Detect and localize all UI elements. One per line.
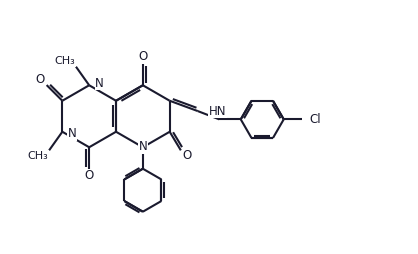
Text: N: N [95,77,104,90]
Text: O: O [138,50,148,63]
Text: CH₃: CH₃ [54,56,75,66]
Text: CH₃: CH₃ [28,151,48,161]
Text: HN: HN [209,105,226,118]
Text: O: O [84,169,94,182]
Text: N: N [138,140,147,153]
Text: O: O [36,73,45,86]
Text: N: N [68,127,76,140]
Text: Cl: Cl [310,113,321,126]
Text: O: O [182,149,192,162]
